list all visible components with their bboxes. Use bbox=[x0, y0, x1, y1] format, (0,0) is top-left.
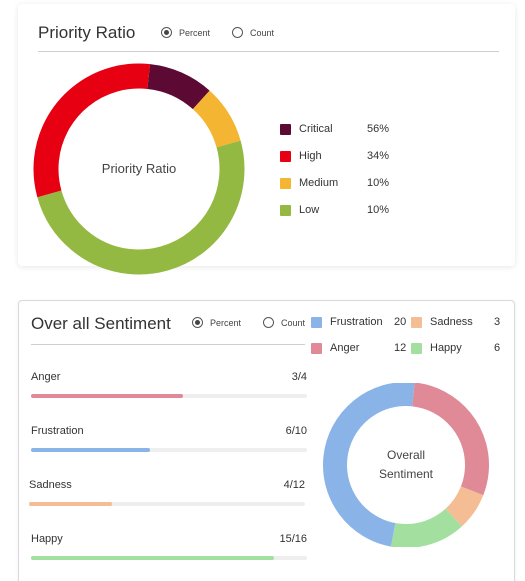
bar-fill bbox=[31, 394, 183, 398]
sentiment-legend-anger: Anger 12 bbox=[311, 342, 413, 354]
sentiment-center-line1: Overall bbox=[386, 448, 425, 462]
sentiment-bar-frustration: Frustration 6/10 bbox=[31, 425, 307, 455]
sentiment-legend-sadness: Sadness 3 bbox=[411, 316, 504, 328]
bar-track bbox=[31, 448, 307, 452]
priority-legend-label: High bbox=[299, 150, 322, 162]
frustration-swatch-icon bbox=[311, 316, 322, 328]
sentiment-donut-chart bbox=[323, 383, 489, 547]
priority-legend-label: Medium bbox=[299, 177, 339, 189]
radio-unchecked-icon bbox=[232, 27, 244, 38]
bar-fill bbox=[29, 502, 112, 506]
anger-swatch-icon bbox=[311, 342, 322, 354]
sentiment-legend-label: Anger bbox=[330, 342, 360, 354]
bar-value: 15/16 bbox=[279, 533, 307, 545]
sentiment-donut-segment-happy bbox=[323, 383, 489, 547]
sentiment-legend-count: 12 bbox=[394, 342, 407, 354]
priority-title-divider bbox=[38, 51, 499, 52]
bar-value: 4/12 bbox=[283, 479, 305, 491]
priority-legend-value: 10% bbox=[367, 177, 390, 189]
bar-track bbox=[29, 502, 305, 506]
priority-legend-value: 56% bbox=[367, 123, 390, 135]
low-swatch-icon bbox=[280, 204, 291, 216]
priority-legend-high: High 34% bbox=[280, 150, 389, 162]
bar-label: Frustration bbox=[31, 425, 84, 437]
bar-value: 6/10 bbox=[285, 425, 307, 437]
bar-fill bbox=[31, 556, 274, 560]
sentiment-legend-happy: Happy 6 bbox=[411, 342, 504, 354]
sentiment-bar-sadness: Sadness 4/12 bbox=[29, 479, 305, 509]
sentiment-mode-toggle: Percent Count bbox=[192, 317, 305, 328]
priority-legend-critical: Critical 56% bbox=[280, 123, 389, 135]
high-swatch-icon bbox=[280, 150, 291, 162]
overall-sentiment-card: Over all Sentiment Percent Count Frustra… bbox=[18, 300, 515, 581]
priority-donut-chart bbox=[33, 63, 245, 275]
sentiment-bar-anger: Anger 3/4 bbox=[31, 371, 307, 401]
bar-label: Happy bbox=[31, 533, 63, 545]
radio-checked-icon bbox=[192, 317, 203, 328]
priority-mode-toggle: Percent Count bbox=[161, 27, 296, 38]
priority-legend-value: 10% bbox=[367, 204, 390, 216]
sentiment-legend-count: 3 bbox=[494, 316, 501, 328]
priority-ratio-card: Priority Ratio Percent Count Priority Ra… bbox=[18, 4, 515, 275]
happy-swatch-icon bbox=[411, 342, 422, 354]
sentiment-legend-label: Frustration bbox=[330, 316, 383, 328]
radio-unchecked-icon bbox=[263, 317, 275, 328]
priority-legend-label: Critical bbox=[299, 123, 333, 135]
bar-track bbox=[31, 556, 307, 560]
priority-donut-segment-low bbox=[33, 63, 245, 275]
sentiment-mode-count-radio[interactable]: Count bbox=[263, 317, 305, 328]
bar-label: Anger bbox=[31, 371, 61, 383]
priority-legend-medium: Medium 10% bbox=[280, 177, 389, 189]
radio-checked-icon bbox=[161, 27, 172, 38]
sentiment-legend-label: Sadness bbox=[430, 316, 473, 328]
priority-mode-percent-radio[interactable]: Percent bbox=[161, 27, 210, 38]
sentiment-mode-percent-radio[interactable]: Percent bbox=[192, 317, 241, 328]
critical-swatch-icon bbox=[280, 123, 291, 135]
priority-legend-label: Low bbox=[299, 204, 320, 216]
sentiment-legend-count: 6 bbox=[494, 342, 501, 354]
sentiment-legend-count: 20 bbox=[394, 316, 407, 328]
priority-legend-value: 34% bbox=[367, 150, 390, 162]
priority-legend-low: Low 10% bbox=[280, 204, 389, 216]
sentiment-legend-frustration: Frustration 20 bbox=[311, 316, 413, 328]
priority-ratio-title: Priority Ratio bbox=[38, 23, 136, 42]
sadness-swatch-icon bbox=[411, 316, 422, 328]
sentiment-legend-label: Happy bbox=[430, 342, 462, 354]
bar-value: 3/4 bbox=[291, 371, 307, 383]
sentiment-center-line2: Sentiment bbox=[378, 467, 434, 481]
bar-track bbox=[31, 394, 307, 398]
priority-donut-center-label: Priority Ratio bbox=[101, 161, 177, 176]
sentiment-donut-segment-frustration bbox=[323, 383, 489, 547]
sentiment-mode-count-label: Count bbox=[281, 317, 306, 328]
priority-donut-segment-high bbox=[33, 63, 245, 275]
sentiment-title-divider bbox=[31, 344, 305, 345]
priority-mode-count-radio[interactable]: Count bbox=[232, 27, 274, 38]
bar-fill bbox=[31, 448, 150, 452]
overall-sentiment-title: Over all Sentiment bbox=[31, 314, 171, 333]
priority-mode-percent-label: Percent bbox=[179, 27, 211, 38]
medium-swatch-icon bbox=[280, 177, 291, 189]
bar-label: Sadness bbox=[29, 479, 72, 491]
sentiment-bar-happy: Happy 15/16 bbox=[31, 533, 307, 563]
sentiment-mode-percent-label: Percent bbox=[210, 317, 242, 328]
priority-mode-count-label: Count bbox=[250, 27, 275, 38]
sentiment-donut-center-label: Overall Sentiment bbox=[321, 446, 491, 484]
